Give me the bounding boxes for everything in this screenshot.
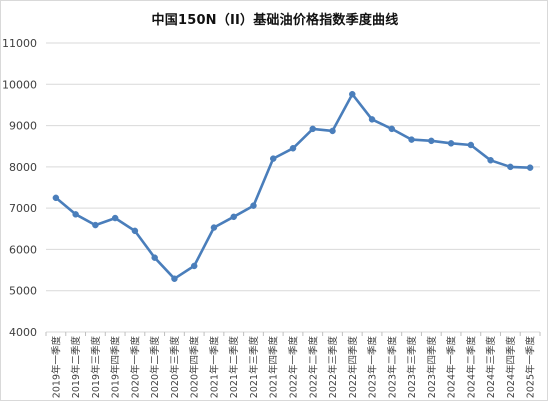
x-tick-label: 2020年四季度 (189, 336, 201, 399)
x-tick-label: 2019年三季度 (90, 336, 102, 399)
x-tick-label: 2019年一季度 (50, 336, 62, 399)
y-axis-tick-labels: 4000 5000 6000 7000 8000 9000 10000 11000 (2, 37, 37, 339)
series-line (54, 92, 532, 281)
y-tick-label: 5000 (9, 285, 37, 298)
series-group (52, 90, 534, 282)
x-tick-label: 2023年一季度 (367, 336, 379, 399)
x-tick-label: 2019年四季度 (110, 336, 122, 399)
x-tick-label: 2022年一季度 (288, 336, 300, 399)
x-tick-label: 2022年二季度 (307, 336, 319, 399)
data-point (111, 214, 119, 222)
x-tick-label: 2021年四季度 (268, 336, 280, 399)
x-tick-label: 2024年一季度 (446, 336, 458, 399)
data-point (92, 221, 99, 229)
data-point (269, 155, 277, 162)
data-point (52, 194, 60, 202)
y-tick-label: 7000 (9, 202, 37, 215)
data-point (487, 157, 494, 164)
x-tick-label: 2019年二季度 (70, 336, 82, 399)
chart-title: 中国150N（II）基础油价格指数季度曲线 (151, 13, 399, 28)
data-point (210, 224, 218, 231)
data-point (507, 163, 514, 171)
data-point (349, 90, 356, 98)
x-axis-tick-labels: 2019年一季度 2019年二季度 2019年三季度 2019年四季度 2020年一季度… (45, 332, 541, 399)
y-tick-label: 10000 (2, 78, 37, 91)
x-tick-label: 2021年三季度 (248, 336, 260, 399)
data-point (131, 227, 139, 235)
data-point (388, 125, 396, 133)
x-tick-label: 2023年三季度 (406, 336, 418, 399)
y-tick-label: 4000 (9, 326, 37, 339)
data-point (289, 145, 297, 152)
y-tick-label: 9000 (9, 120, 37, 133)
x-tick-label: 2024年二季度 (465, 336, 477, 399)
y-tick-label: 8000 (9, 161, 37, 174)
data-point (467, 141, 475, 149)
data-point (190, 262, 198, 270)
data-point (171, 275, 178, 282)
x-tick-label: 2023年四季度 (426, 336, 438, 399)
data-point (428, 137, 435, 145)
data-point (72, 211, 79, 218)
x-tick-label: 2021年一季度 (208, 336, 220, 399)
x-tick-label: 2020年二季度 (149, 336, 161, 399)
x-tick-label: 2024年四季度 (505, 336, 517, 399)
y-tick-label: 11000 (2, 37, 37, 50)
data-point (368, 116, 376, 123)
x-tick-label: 2020年一季度 (129, 336, 141, 399)
data-point (309, 125, 317, 133)
x-tick-label: 2025年一季度 (525, 336, 537, 399)
x-tick-label: 2022年三季度 (327, 336, 339, 399)
data-point (526, 164, 534, 171)
x-tick-label: 2021年二季度 (228, 336, 240, 399)
data-point (408, 136, 415, 143)
y-tick-label: 6000 (9, 243, 37, 256)
data-point (447, 140, 455, 147)
data-point (329, 127, 336, 135)
x-tick-label: 2024年三季度 (485, 336, 497, 399)
x-tick-label: 2022年四季度 (347, 336, 359, 399)
data-point (151, 254, 158, 261)
x-tick-label: 2023年二季度 (386, 336, 398, 399)
gridlines (46, 42, 540, 333)
data-point (230, 213, 237, 221)
x-tick-label: 2020年三季度 (169, 336, 181, 399)
data-point (250, 202, 257, 209)
